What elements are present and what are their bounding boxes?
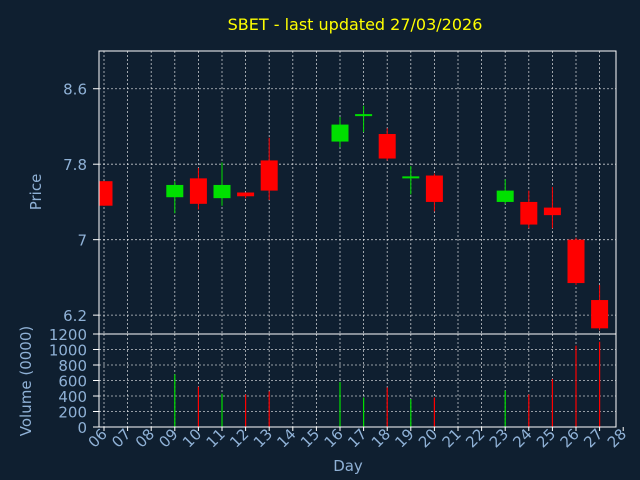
candle-body [189,178,207,204]
price-tick-label: 8.6 [63,81,87,99]
candle-body [166,184,184,198]
candle-body [543,207,561,216]
candle-09 [166,181,184,214]
volume-tick-label: 0 [77,419,87,437]
candle-25 [543,186,561,229]
candle-10 [189,167,207,210]
price-candles [99,105,609,331]
candle-body [213,184,231,199]
volume-tick-label: 800 [58,357,87,375]
candle-body [260,160,278,191]
candle-body [237,192,255,197]
chart-title: SBET - last updated 27/03/2026 [228,15,483,34]
volume-bars [174,341,601,427]
candle-body [520,201,538,225]
candle-body [99,181,113,206]
candle-body [567,239,585,284]
candle-26 [567,237,585,285]
candle-body [331,124,349,142]
x-axis-label: Day [333,457,363,475]
volume-axis-label: Volume (0000) [17,326,35,436]
candle-23 [496,179,514,204]
candle-17 [355,105,373,133]
candle-body [591,300,609,329]
price-tick-label: 6.2 [63,307,87,325]
x-ticks: 0607080910111213141516171819202122232425… [85,425,630,451]
price-tick-label: 7.8 [63,156,87,174]
candle-06 [99,181,113,206]
volume-tick-label: 1200 [49,326,87,344]
price-tick-label: 7 [77,232,87,250]
price-y-ticks: 8.6 7.8 7 6.2 [63,81,99,325]
price-panel: 8.6 7.8 7 6.2 Price [27,50,617,335]
candle-body [425,175,443,202]
candle-11 [213,162,231,206]
candle-13 [260,137,278,201]
volume-tick-label: 1000 [49,342,87,360]
candle-20 [425,173,443,212]
candle-27 [591,284,609,331]
candle-body [496,190,514,202]
candle-12 [237,192,255,199]
candle-body [378,134,396,159]
candle-19 [402,166,420,195]
candle-16 [331,117,349,148]
candle-24 [520,190,538,229]
volume-tick-label: 200 [58,404,87,422]
candle-18 [378,128,396,161]
volume-tick-label: 600 [58,373,87,391]
volume-tick-label: 400 [58,388,87,406]
price-axis-label: Price [27,174,45,211]
